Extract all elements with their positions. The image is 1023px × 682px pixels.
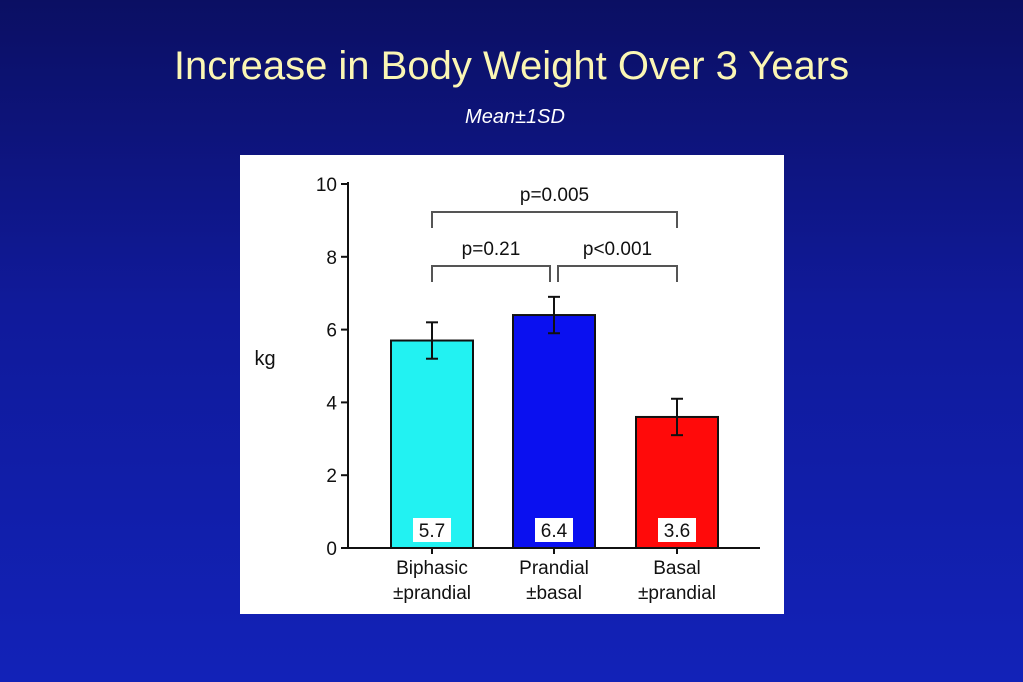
value-label: 3.6 [664,521,690,542]
value-label-box [658,518,696,542]
category-label: ±basal [526,583,582,604]
p-value-label: p=0.21 [462,239,521,260]
y-axis-label: kg [254,348,275,370]
category-label: ±prandial [393,583,471,604]
significance-bracket [431,265,551,282]
p-value-label: p<0.001 [583,239,652,260]
y-tick-label: 10 [316,175,337,196]
y-tick-label: 4 [326,393,337,414]
category-label: Basal [653,558,701,579]
value-label-box [535,518,573,542]
value-label: 6.4 [541,521,568,542]
y-tick-label: 2 [326,466,337,487]
slide-title: Increase in Body Weight Over 3 Years [173,44,850,88]
category-label: Biphasic [396,558,468,579]
y-tick-label: 6 [326,321,337,342]
bar-chart: 0 2 4 6 8 10 kg 5.7 Biphasic ±prandial 6.4 Prandial… [254,175,760,604]
value-label: 5.7 [419,521,445,542]
category-label: ±prandial [638,583,716,604]
category-label: Prandial [519,558,589,579]
y-tick-label: 0 [326,539,337,560]
slide-subtitle: Mean±1SD [465,106,565,128]
bar [390,339,474,549]
y-tick-label: 8 [326,248,337,269]
chart-panel: 0 2 4 6 8 10 kg 5.7 Biphasic ±prandial 6.4 Prandial… [240,155,784,614]
p-value-label: p=0.005 [520,185,589,206]
significance-bracket [557,265,678,282]
bar [512,314,596,549]
value-label-box [413,518,451,542]
significance-bracket [431,211,678,228]
